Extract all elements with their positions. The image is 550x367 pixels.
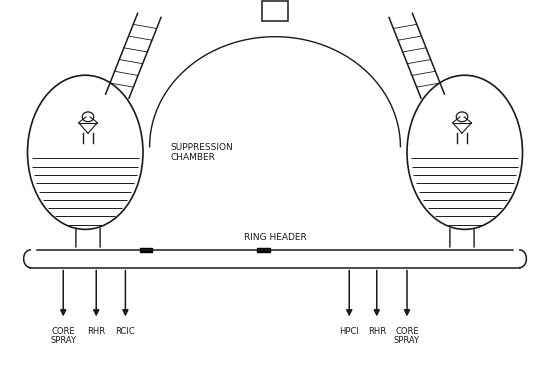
Text: CORE
SPRAY: CORE SPRAY [394, 327, 420, 345]
Text: CORE
SPRAY: CORE SPRAY [50, 327, 76, 345]
Text: RHR: RHR [368, 327, 386, 336]
Text: SUPPRESSION
CHAMBER: SUPPRESSION CHAMBER [170, 143, 233, 162]
Bar [257, 248, 270, 252]
Text: RCIC: RCIC [116, 327, 135, 336]
Text: HPCI: HPCI [339, 327, 359, 336]
Text: RHR: RHR [87, 327, 105, 336]
Text: RING HEADER: RING HEADER [244, 233, 306, 242]
Bar [262, 1, 288, 21]
Bar [140, 248, 152, 252]
